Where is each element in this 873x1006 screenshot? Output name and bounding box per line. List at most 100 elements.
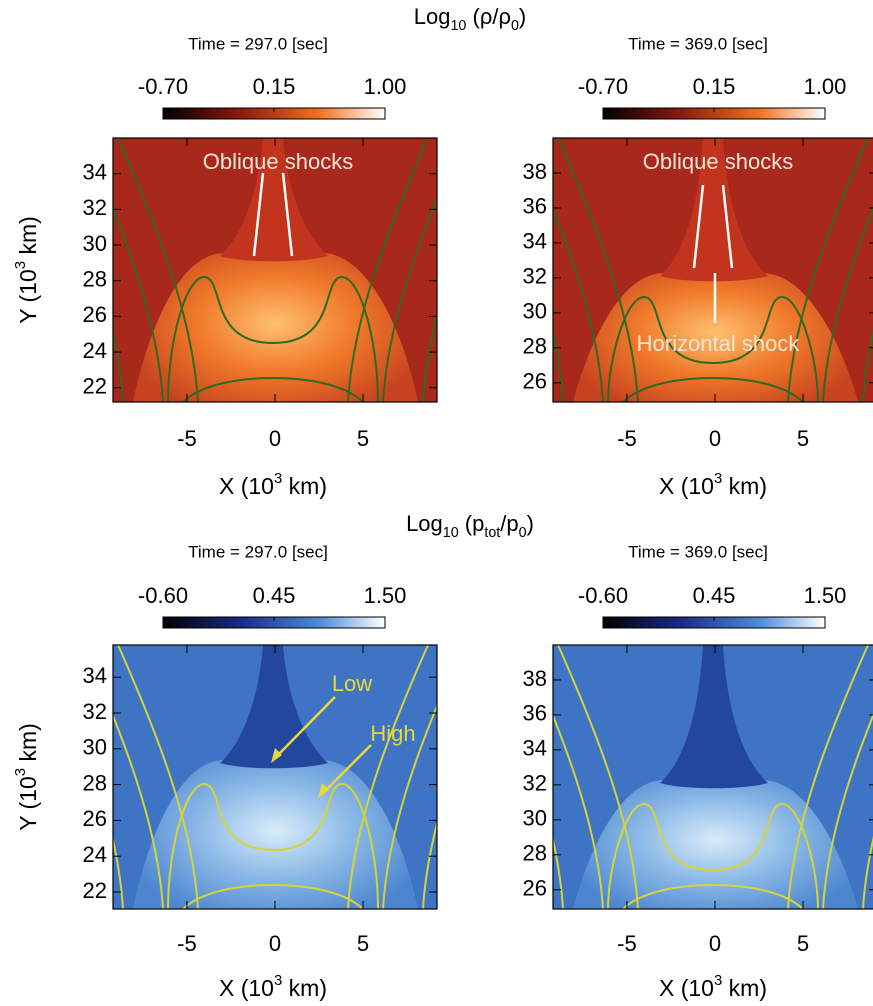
x-tick-label: 5 [357,931,369,956]
field-line [553,835,564,909]
x-axis-label-part: X (10 [659,975,714,1001]
field-line [382,196,437,402]
colorbar-tick-label: 1.00 [364,74,407,99]
y-tick-label: 22 [83,878,107,903]
x-axis-label-part: km) [722,975,767,1001]
x-axis-label: X (103 km) [219,470,327,499]
row-title-part: tot [484,525,500,541]
y-tick-label: 34 [83,159,107,184]
field-jet [220,138,328,262]
y-tick-label: 32 [523,264,547,289]
field-jet [220,645,328,769]
row-title-part: (p [459,511,485,536]
field-line [822,713,873,909]
y-axis-label: Y (103 km) [12,723,41,831]
y-tick-label: 32 [83,195,107,220]
x-tick-label: 0 [709,426,721,451]
field-line [553,206,604,402]
shock-marker [692,184,705,269]
time-label: Time = 369.0 [sec] [628,542,768,561]
annotation: High [370,721,415,746]
y-axis-label-part: km) [15,723,41,768]
row-title-part: 10 [443,525,459,541]
y-tick-label: 30 [523,299,547,324]
x-tick-label: 0 [709,931,721,956]
row-title-part: Log [406,511,443,536]
y-tick-label: 36 [523,701,547,726]
colorbar-tick-label: -0.60 [578,583,628,608]
y-axis-label: Y (103 km) [12,216,41,324]
field-image [113,138,437,402]
annotation: Oblique shocks [203,149,353,174]
field-line [167,276,379,402]
field-line [382,703,437,909]
field-line [117,138,199,402]
y-tick-label: 28 [523,334,547,359]
time-label: Time = 297.0 [sec] [188,34,328,53]
field-blob [133,228,418,402]
y-axis-label-part: 3 [12,768,29,776]
y-tick-label: 34 [83,663,107,688]
annotation-arrowhead [271,748,282,763]
annotation-arrow [322,744,372,794]
annotation: Low [332,671,372,696]
x-tick-label: 5 [797,426,809,451]
x-tick-label: 5 [797,931,809,956]
field-line [553,713,604,909]
field-blob [133,735,418,909]
colorbar-tick-label: -0.70 [138,74,188,99]
y-axis-label-part: km) [15,216,41,261]
field-line [422,312,437,402]
x-axis-label: X (103 km) [219,972,327,1001]
field-line [787,138,869,402]
field-line [117,645,199,909]
row-title: Log10 (ρ/ρ0) [414,4,527,34]
field-line [113,328,124,402]
field-line [113,713,164,909]
field-blob [573,755,858,909]
field-line [557,138,639,402]
field-line [607,803,819,909]
x-axis-label-part: km) [282,473,327,499]
y-tick-label: 24 [83,842,107,867]
row-title-part: ) [527,511,534,536]
field-line [557,645,639,909]
y-axis-label-part: Y (10 [15,269,41,324]
annotation: Oblique shocks [643,149,793,174]
x-tick-label: 0 [269,426,281,451]
field-line [862,835,873,909]
y-tick-label: 26 [523,876,547,901]
field-line [182,883,364,909]
x-axis-label-part: X (10 [219,975,274,1001]
field-line [553,328,564,402]
y-tick-label: 22 [83,374,107,399]
row-title-part: 0 [519,525,527,541]
field-jet [660,138,768,282]
panel [552,644,873,910]
x-tick-label: -5 [617,931,637,956]
y-tick-label: 30 [83,231,107,256]
x-axis-label-part: 3 [714,972,722,989]
colorbar-tick-label: 0.45 [253,583,296,608]
y-tick-label: 26 [83,302,107,327]
y-tick-label: 38 [523,666,547,691]
colorbar-tick-label: -0.70 [578,74,628,99]
field-line [787,645,869,909]
colorbar-tick-label: -0.60 [138,583,188,608]
x-tick-label: 5 [357,426,369,451]
annotation: Horizontal shock [637,331,801,356]
x-axis-label-part: X (10 [659,473,714,499]
field-line [622,883,804,909]
field-line [113,206,164,402]
x-axis-label-part: km) [722,473,767,499]
row-title-part: ) [519,4,526,29]
y-tick-label: 28 [83,770,107,795]
x-axis-label-part: 3 [274,470,282,487]
row-title-part: 0 [511,18,519,34]
colorbar-tick-label: 1.00 [804,74,847,99]
panel: Oblique shocks Horizontal shock [552,137,873,403]
field-blob [573,248,858,402]
y-tick-label: 30 [83,735,107,760]
